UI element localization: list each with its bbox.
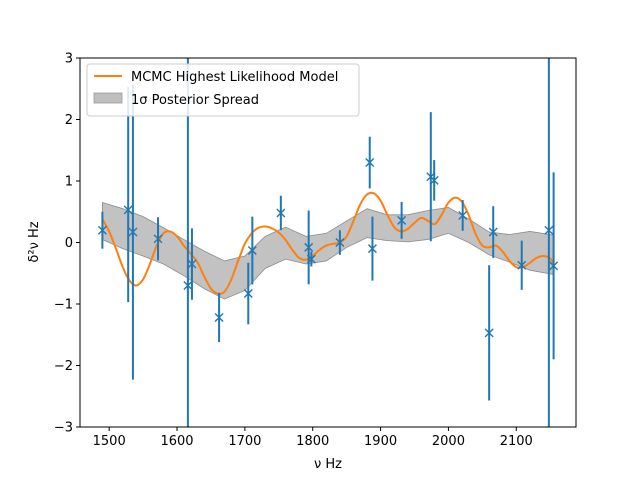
observations-layer <box>97 58 559 427</box>
data-point-stroke <box>247 246 257 255</box>
data-point-stroke <box>97 225 107 235</box>
data-point <box>517 260 527 270</box>
data-point-stroke <box>517 260 527 270</box>
data-point-stroke <box>365 158 375 168</box>
data-point <box>304 242 314 252</box>
data-point-stroke <box>304 242 314 252</box>
data-point-stroke <box>306 254 316 264</box>
data-point <box>488 227 498 237</box>
y-axis-ticks: 3 2 1 0 −1 −2 −3 <box>54 52 80 436</box>
legend-band-swatch <box>93 92 123 104</box>
data-point <box>549 261 559 271</box>
x-tick-label: 1600 <box>160 434 193 449</box>
y-tick-label: −2 <box>54 359 73 374</box>
y-tick-label: 1 <box>65 175 73 190</box>
data-point-stroke <box>544 225 554 235</box>
legend-band-label: 1σ Posterior Spread <box>131 93 259 108</box>
data-point-stroke <box>187 259 197 269</box>
data-point <box>123 205 133 215</box>
data-point <box>128 227 138 237</box>
x-tick-label: 1800 <box>296 434 329 449</box>
data-point-stroke <box>429 175 439 185</box>
y-tick-label: 3 <box>65 52 73 67</box>
data-point <box>187 259 197 269</box>
x-tick-label: 1500 <box>93 434 126 449</box>
data-point-stroke <box>335 238 345 247</box>
data-point <box>276 208 286 218</box>
x-axis-ticks: 1500 1600 1700 1800 1900 2000 2100 <box>93 427 533 449</box>
legend-model-label: MCMC Highest Likelihood Model <box>131 70 338 85</box>
data-point <box>458 210 468 220</box>
y-tick-label: 2 <box>65 113 73 128</box>
x-axis-label: ν Hz <box>314 457 342 472</box>
x-tick-label: 1700 <box>228 434 261 449</box>
data-point-stroke <box>276 208 286 218</box>
model-layer <box>101 191 555 295</box>
data-point <box>397 215 407 225</box>
data-point <box>365 158 375 168</box>
model-line <box>101 191 555 295</box>
y-tick-label: −3 <box>54 421 73 436</box>
data-point <box>243 289 253 299</box>
data-point-stroke <box>183 281 193 291</box>
data-point <box>306 254 316 264</box>
data-point <box>247 246 257 255</box>
y-axis-label: δ²ν Hz <box>27 221 42 262</box>
data-point <box>153 234 163 244</box>
data-point-stroke <box>153 234 163 244</box>
data-point-stroke <box>549 261 559 271</box>
data-point-stroke <box>123 205 133 215</box>
data-point-stroke <box>243 289 253 299</box>
x-tick-label: 1900 <box>364 434 397 449</box>
data-point-stroke <box>128 227 138 237</box>
data-point-stroke <box>458 210 468 220</box>
data-point-stroke <box>214 313 224 323</box>
legend-box <box>86 63 360 117</box>
data-point-stroke <box>367 244 377 254</box>
legend: MCMC Highest Likelihood Model 1σ Posteri… <box>86 63 360 117</box>
data-point <box>544 225 554 235</box>
data-point <box>214 313 224 323</box>
y-tick-label: 0 <box>65 236 73 251</box>
data-point-stroke <box>397 215 407 225</box>
x-tick-label: 2100 <box>500 434 533 449</box>
data-point <box>429 175 439 185</box>
data-point <box>335 238 345 247</box>
data-point <box>183 281 193 291</box>
x-tick-label: 2000 <box>432 434 465 449</box>
data-point <box>484 328 494 338</box>
y-tick-label: −1 <box>54 298 73 313</box>
data-point-stroke <box>488 227 498 237</box>
data-point <box>97 225 107 235</box>
data-point-stroke <box>484 328 494 338</box>
data-point <box>367 244 377 254</box>
